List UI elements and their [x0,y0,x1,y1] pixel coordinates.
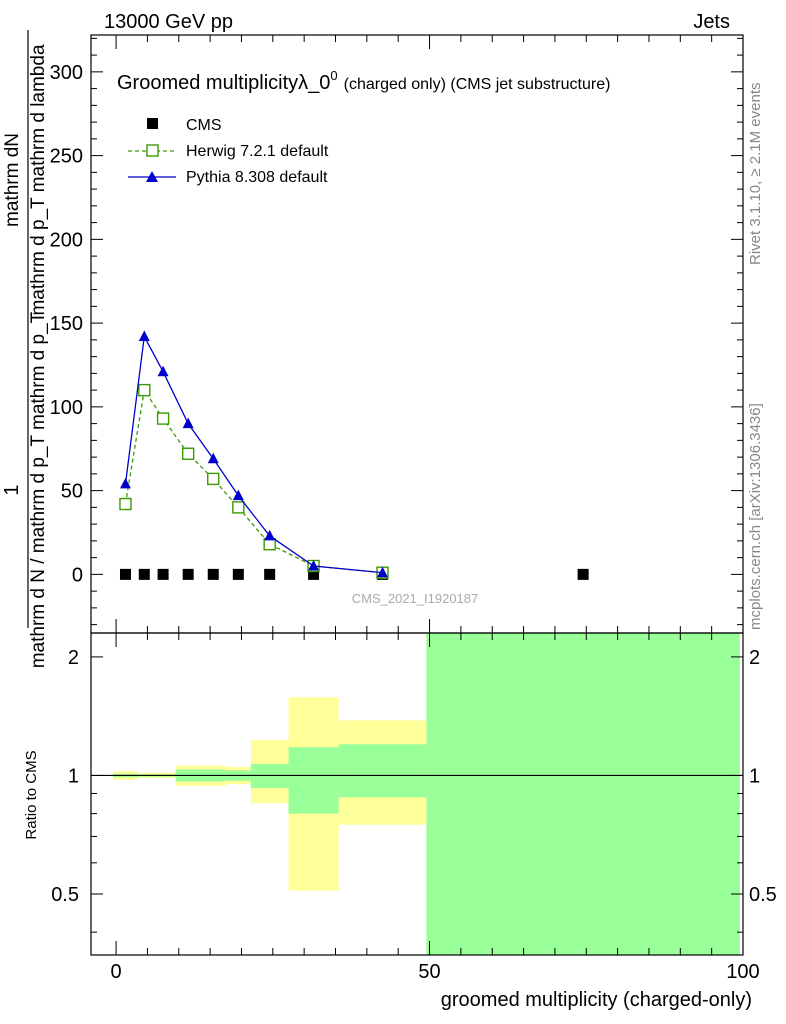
data-point-pythia [377,566,389,578]
ratio-y-tick-label-left: 2 [68,647,79,669]
ratio-band-inner [288,747,339,814]
x-tick-label: 0 [111,961,122,983]
data-point-cms [264,568,276,580]
data-point-herwig [263,538,276,551]
main-y-tick-label: 50 [61,481,83,503]
legend-label-pythia: Pythia 8.308 default [186,169,328,186]
ratio-band-inner [338,744,427,798]
data-point-pythia [138,330,150,342]
ratio-y-tick-label-left: 0.5 [51,884,79,906]
legend-marker-pythia [146,171,158,182]
data-point-herwig [156,412,170,425]
main-y-axis-label: 1 mathrm dN mathrm d p_T mathrm d lambda… [1,30,49,668]
legend-marker-herwig [146,144,159,157]
data-point-cms [119,568,131,580]
ratio-y-axis-label: Ratio to CMS [23,750,40,839]
main-y-tick-label: 100 [50,397,83,419]
x-axis-label: groomed multiplicity (charged-only) [441,989,752,1011]
legend-marker-cms [147,118,158,129]
plot-title-superscript: 0 [330,68,337,83]
legend: CMS Herwig 7.2.1 default Pythia 8.308 de… [128,117,329,186]
analysis-watermark: CMS_2021_I1920187 [352,591,479,606]
data-point-cms [157,568,169,580]
plot-title: Groomed multiplicityλ_00 (charged only) (… [117,68,610,94]
plot-title-suffix: (charged only) (CMS jet substructure) [344,76,611,93]
series-line [124,388,383,574]
x-tick-label: 50 [418,961,440,983]
main-y-tick-label: 250 [50,146,83,168]
mcplots-label: mcplots.cern.ch [arXiv:1306.3436] [747,403,764,630]
main-y-tick-label: 0 [72,564,83,586]
data-point-pythia [207,452,219,464]
data-point-cms [182,568,194,580]
ratio-y-tick-label-right: 2 [749,647,760,669]
data-point-pythia [182,417,194,429]
ratio-band-inner [426,633,740,955]
data-point-herwig [119,497,132,511]
data-point-pythia [232,489,244,501]
y-label-dn: mathrm dN [2,133,23,227]
main-y-tick-label: 200 [50,229,83,251]
data-point-pythia [119,477,131,489]
header-process-label: Jets [693,11,730,33]
data-point-cms [577,568,589,580]
data-point-cms [232,568,244,580]
header-energy-label: 13000 GeV pp [104,11,233,33]
plot-title-main: Groomed multiplicityλ_0 [117,72,330,94]
ratio-y-tick-label-right: 1 [749,765,760,787]
ratio-y-tick-label-left: 1 [68,765,79,787]
legend-label-herwig: Herwig 7.2.1 default [186,143,329,160]
main-y-tick-label: 150 [50,313,83,335]
x-tick-label: 100 [726,961,759,983]
rivet-info-label: Rivet 3.1.10, ≥ 2.1M events [747,83,764,266]
data-point-cms [207,568,219,580]
y-label-dlambda: mathrm d p_T mathrm d lambda [28,44,49,315]
legend-label-cms: CMS [186,117,222,134]
main-y-tick-label: 300 [50,62,83,84]
data-point-cms [138,568,150,580]
data-point-cms [308,568,320,580]
y-label-numerator-one: 1 [1,484,23,495]
data-point-herwig [207,472,220,486]
data-point-pythia [157,365,169,377]
data-point-herwig [181,447,195,460]
data-point-pythia [308,559,320,571]
ratio-y-tick-label-right: 0.5 [749,884,777,906]
data-point-pythia [264,529,276,541]
ratio-plot-frame [90,632,744,956]
data-point-herwig [138,383,151,397]
data-point-herwig [232,501,245,514]
y-label-denominator: mathrm d N / mathrm d p_T mathrm d p_T [28,311,49,668]
